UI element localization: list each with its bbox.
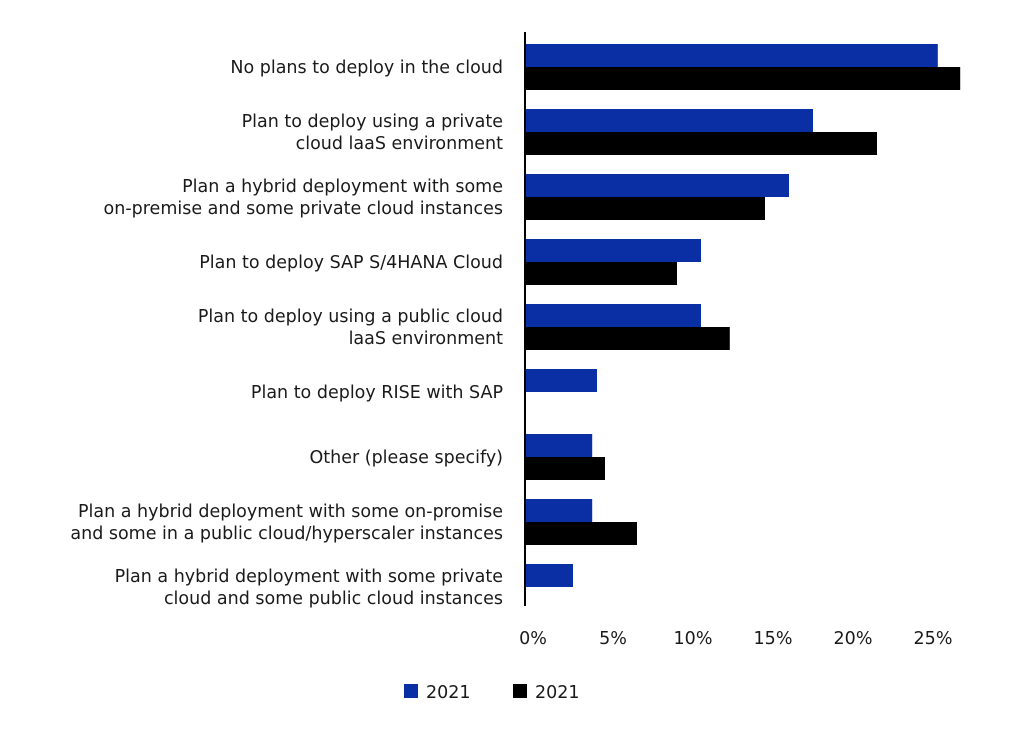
legend-label-1: 2021 [535, 683, 580, 703]
x-tick-label-5: 25% [914, 629, 953, 649]
bar-blue-7 [525, 499, 593, 522]
bar-blue-0 [525, 44, 938, 67]
bar-blue-8 [525, 564, 573, 587]
bar-blue-1 [525, 109, 813, 132]
category-label-6-line-0: Other (please specify) [310, 448, 504, 468]
bar-black-4 [525, 327, 730, 350]
category-label-3-line-0: Plan to deploy SAP S/4HANA Cloud [199, 253, 503, 273]
x-tick-label-1: 5% [599, 629, 627, 649]
category-label-0-line-0: No plans to deploy in the cloud [230, 58, 503, 78]
bar-blue-6 [525, 434, 593, 457]
category-label-4-line-0: Plan to deploy using a public cloud [198, 307, 503, 327]
category-label-2-line-0: Plan a hybrid deployment with some [182, 177, 503, 197]
category-label-7-line-1: and some in a public cloud/hyperscaler i… [70, 524, 503, 544]
bar-blue-4 [525, 304, 701, 327]
bar-black-3 [525, 262, 677, 285]
bar-black-0 [525, 67, 961, 90]
category-label-2-line-1: on-premise and some private cloud instan… [104, 199, 503, 219]
bar-black-1 [525, 132, 877, 155]
category-label-1-line-1: cloud laaS environment [296, 134, 504, 154]
category-label-1-line-0: Plan to deploy using a private [242, 112, 503, 132]
x-tick-label-2: 10% [674, 629, 713, 649]
category-label-5-line-0: Plan to deploy RISE with SAP [251, 383, 503, 403]
bar-blue-2 [525, 174, 789, 197]
bar-black-6 [525, 457, 605, 480]
legend-label-0: 2021 [426, 683, 471, 703]
category-label-8-line-1: cloud and some public cloud instances [164, 589, 503, 609]
x-tick-label-3: 15% [754, 629, 793, 649]
legend-swatch-1 [513, 684, 527, 698]
bar-black-7 [525, 522, 637, 545]
bar-blue-3 [525, 239, 701, 262]
legend-swatch-0 [404, 684, 418, 698]
category-label-8-line-0: Plan a hybrid deployment with some priva… [115, 567, 503, 587]
category-label-7-line-0: Plan a hybrid deployment with some on-pr… [78, 502, 503, 522]
bar-black-2 [525, 197, 765, 220]
bar-blue-5 [525, 369, 597, 392]
x-tick-label-4: 20% [834, 629, 873, 649]
x-tick-label-0: 0% [519, 629, 547, 649]
category-label-4-line-1: laaS environment [349, 329, 504, 349]
